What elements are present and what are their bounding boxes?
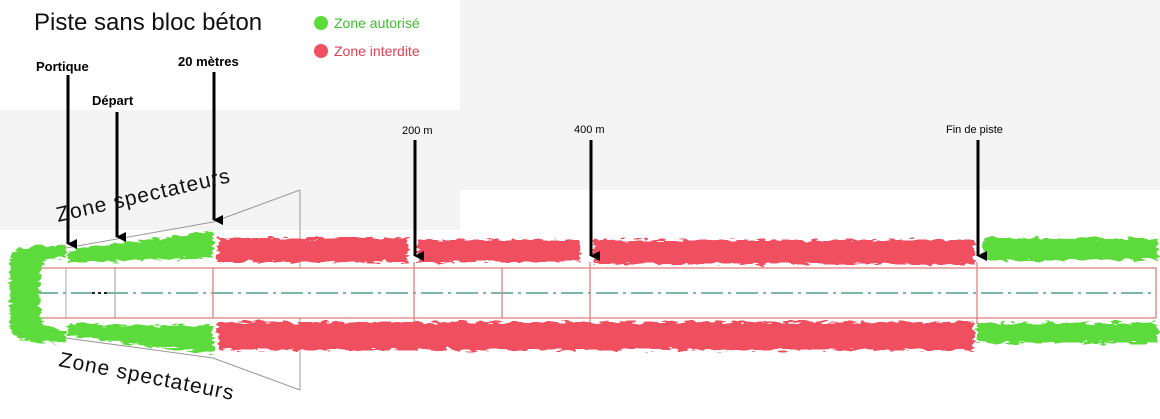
label-depart: Départ — [92, 93, 134, 108]
forbidden-zone-top-2 — [418, 240, 580, 262]
label-400m: 400 m — [574, 124, 605, 136]
legend: Zone autorisé Zone interdite — [314, 15, 420, 59]
label-finish: Fin de piste — [946, 124, 1003, 136]
allowed-zone-start-loop — [9, 246, 66, 342]
allowed-zones — [9, 231, 1158, 354]
forbidden-zone-bottom-1 — [218, 322, 974, 350]
legend-label-forbidden: Zone interdite — [334, 43, 420, 59]
allowed-zone-bottom-start — [68, 324, 213, 354]
legend-swatch-allowed — [314, 16, 328, 30]
forbidden-zone-top-3 — [594, 240, 974, 264]
label-portique: Portique — [36, 59, 89, 74]
label-spectators-bottom: Zone spectateurs — [57, 348, 236, 405]
background-shapes — [0, 0, 1160, 230]
allowed-zone-bottom-end — [977, 323, 1158, 343]
legend-label-allowed: Zone autorisé — [334, 15, 420, 31]
label-200m: 200 m — [402, 125, 433, 137]
allowed-zone-top-start — [68, 231, 213, 262]
track — [35, 262, 1157, 324]
legend-swatch-forbidden — [314, 44, 328, 58]
label-20m: 20 mètres — [178, 54, 239, 69]
page-title: Piste sans bloc béton — [34, 9, 262, 36]
allowed-zone-top-end — [983, 238, 1158, 260]
forbidden-zone-top-1 — [218, 238, 408, 262]
marker-arrows — [66, 72, 987, 261]
forbidden-zones — [218, 238, 974, 350]
